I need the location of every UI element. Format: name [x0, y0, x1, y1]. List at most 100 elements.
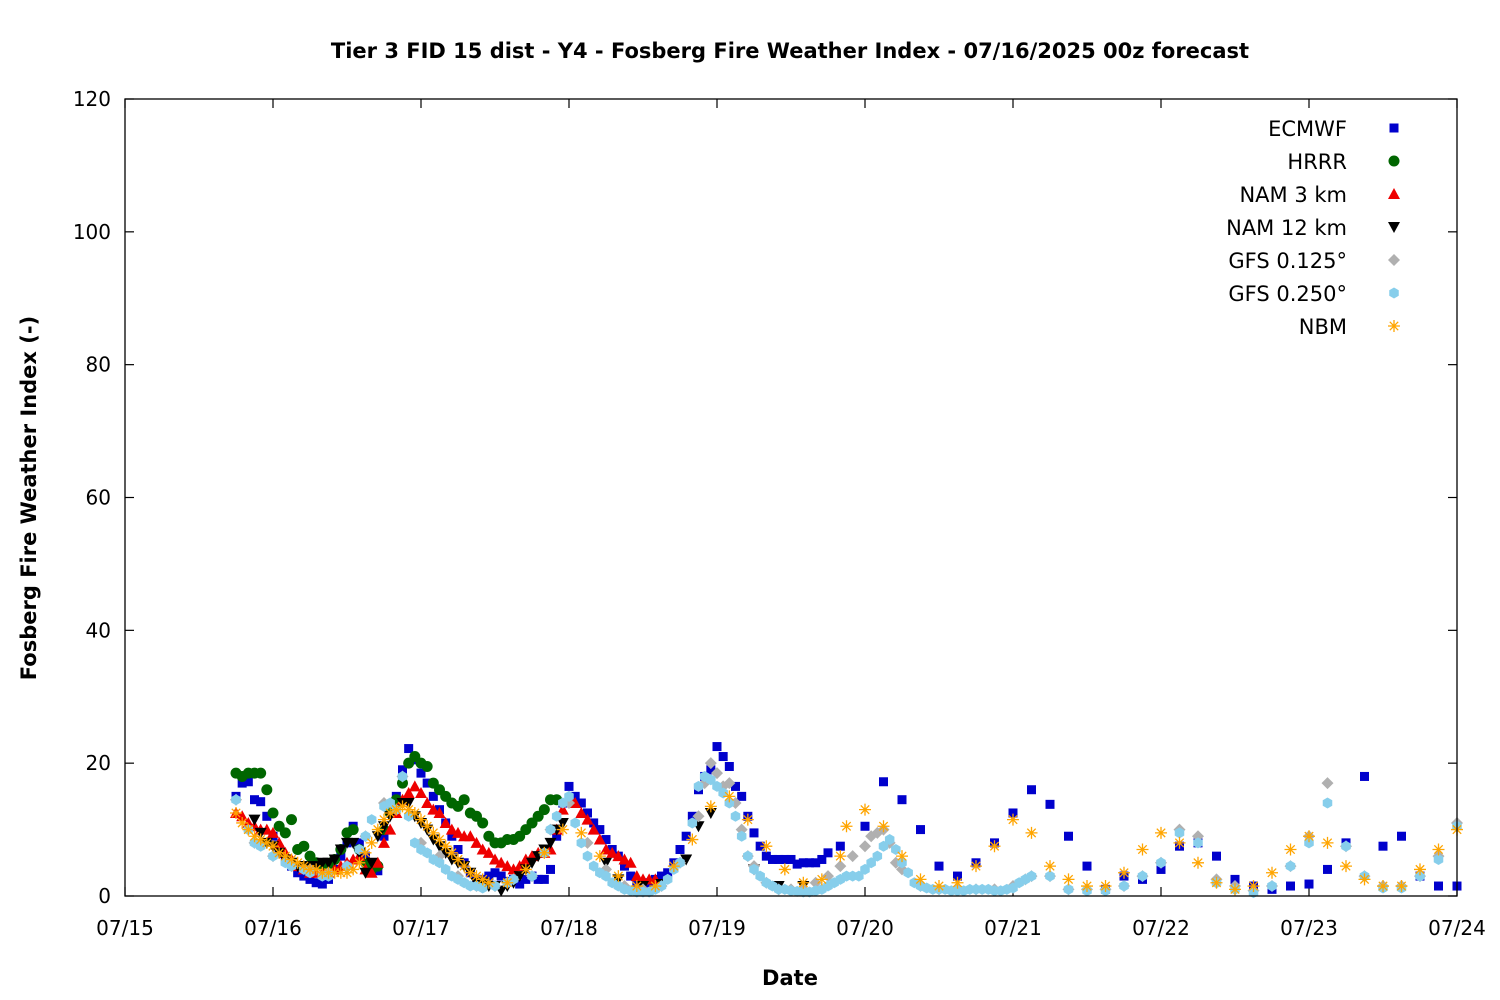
data-point	[427, 803, 440, 815]
data-point	[484, 871, 494, 881]
data-point	[620, 861, 629, 871]
data-point	[347, 824, 359, 836]
data-point	[1247, 880, 1260, 893]
data-point	[378, 836, 390, 848]
data-point	[254, 833, 267, 846]
data-point	[780, 854, 790, 864]
data-point	[1304, 879, 1314, 889]
data-point	[1303, 830, 1315, 843]
data-point	[778, 863, 791, 876]
data-point	[798, 858, 808, 868]
data-point	[834, 850, 847, 863]
data-point	[422, 778, 432, 788]
data-point	[317, 879, 327, 889]
data-point	[299, 871, 309, 881]
data-point	[421, 797, 434, 809]
data-point	[341, 866, 353, 879]
data-point	[884, 834, 895, 846]
data-point	[371, 856, 384, 868]
data-point	[447, 831, 457, 841]
data-point	[440, 863, 451, 875]
data-point	[390, 803, 403, 816]
data-point	[396, 800, 409, 813]
x-tick-label: 07/16	[244, 916, 302, 940]
legend-marker	[1388, 320, 1400, 332]
x-tick-label: 07/23	[1280, 916, 1338, 940]
data-point	[587, 823, 600, 835]
data-point	[285, 853, 298, 866]
data-point	[846, 850, 859, 863]
data-point	[1156, 864, 1166, 874]
data-point	[589, 818, 599, 828]
data-point	[897, 857, 907, 869]
data-point	[730, 810, 741, 822]
legend-label: HRRR	[1287, 150, 1347, 174]
x-axis-label: Date	[762, 966, 818, 990]
data-point	[704, 800, 717, 813]
data-point	[515, 879, 525, 889]
data-point	[279, 850, 292, 863]
data-point	[552, 831, 562, 841]
data-point	[656, 880, 667, 892]
data-point	[322, 866, 335, 879]
y-tick-label: 40	[86, 618, 111, 642]
data-point	[724, 761, 734, 771]
data-point	[501, 876, 514, 889]
data-point	[704, 757, 717, 770]
data-point	[1044, 860, 1056, 873]
data-point	[1082, 861, 1092, 871]
data-point	[359, 846, 372, 859]
data-point	[353, 856, 366, 869]
data-point	[556, 817, 569, 829]
data-point	[538, 846, 551, 859]
data-point	[421, 820, 434, 833]
data-point	[723, 790, 736, 803]
data-point	[601, 870, 611, 882]
data-point	[681, 831, 691, 841]
data-point	[1397, 831, 1406, 841]
data-point	[322, 857, 335, 869]
data-point	[1229, 883, 1241, 896]
data-point	[298, 840, 310, 852]
data-point	[336, 851, 346, 861]
data-point	[464, 866, 477, 879]
data-point	[953, 871, 962, 881]
data-point	[1192, 856, 1204, 869]
y-tick-label: 60	[86, 486, 111, 510]
data-point	[662, 873, 673, 885]
data-point	[1137, 870, 1148, 882]
data-point	[279, 827, 291, 839]
data-point	[328, 866, 341, 879]
data-point	[1045, 870, 1055, 882]
data-point	[378, 821, 390, 833]
series-nam-12-km	[248, 798, 810, 897]
data-point	[761, 851, 771, 861]
data-point	[600, 857, 612, 869]
data-point	[680, 854, 693, 866]
data-point	[835, 841, 845, 851]
axis-ticks: 07/15 07/16 07/17 07/18 07/19 07/20 07/21 07/22…	[73, 87, 1486, 940]
data-point	[1340, 860, 1352, 873]
data-point	[1210, 876, 1223, 889]
data-point	[606, 846, 619, 858]
data-point	[1322, 797, 1333, 809]
data-point	[1063, 883, 1074, 895]
data-point	[749, 863, 759, 875]
data-point	[736, 830, 747, 842]
data-point	[755, 841, 765, 851]
data-point	[354, 838, 364, 848]
legend-marker	[1388, 254, 1400, 266]
data-point	[365, 857, 378, 869]
legend-label: NAM 3 km	[1239, 183, 1347, 207]
plot-area	[230, 742, 1463, 899]
data-point	[903, 867, 913, 879]
data-point	[755, 870, 765, 882]
data-point	[570, 817, 580, 829]
data-point	[470, 836, 483, 848]
plot-frame	[124, 98, 1458, 897]
data-point	[1267, 880, 1277, 892]
data-point	[428, 791, 438, 801]
data-point	[379, 831, 389, 841]
data-point	[304, 863, 316, 876]
